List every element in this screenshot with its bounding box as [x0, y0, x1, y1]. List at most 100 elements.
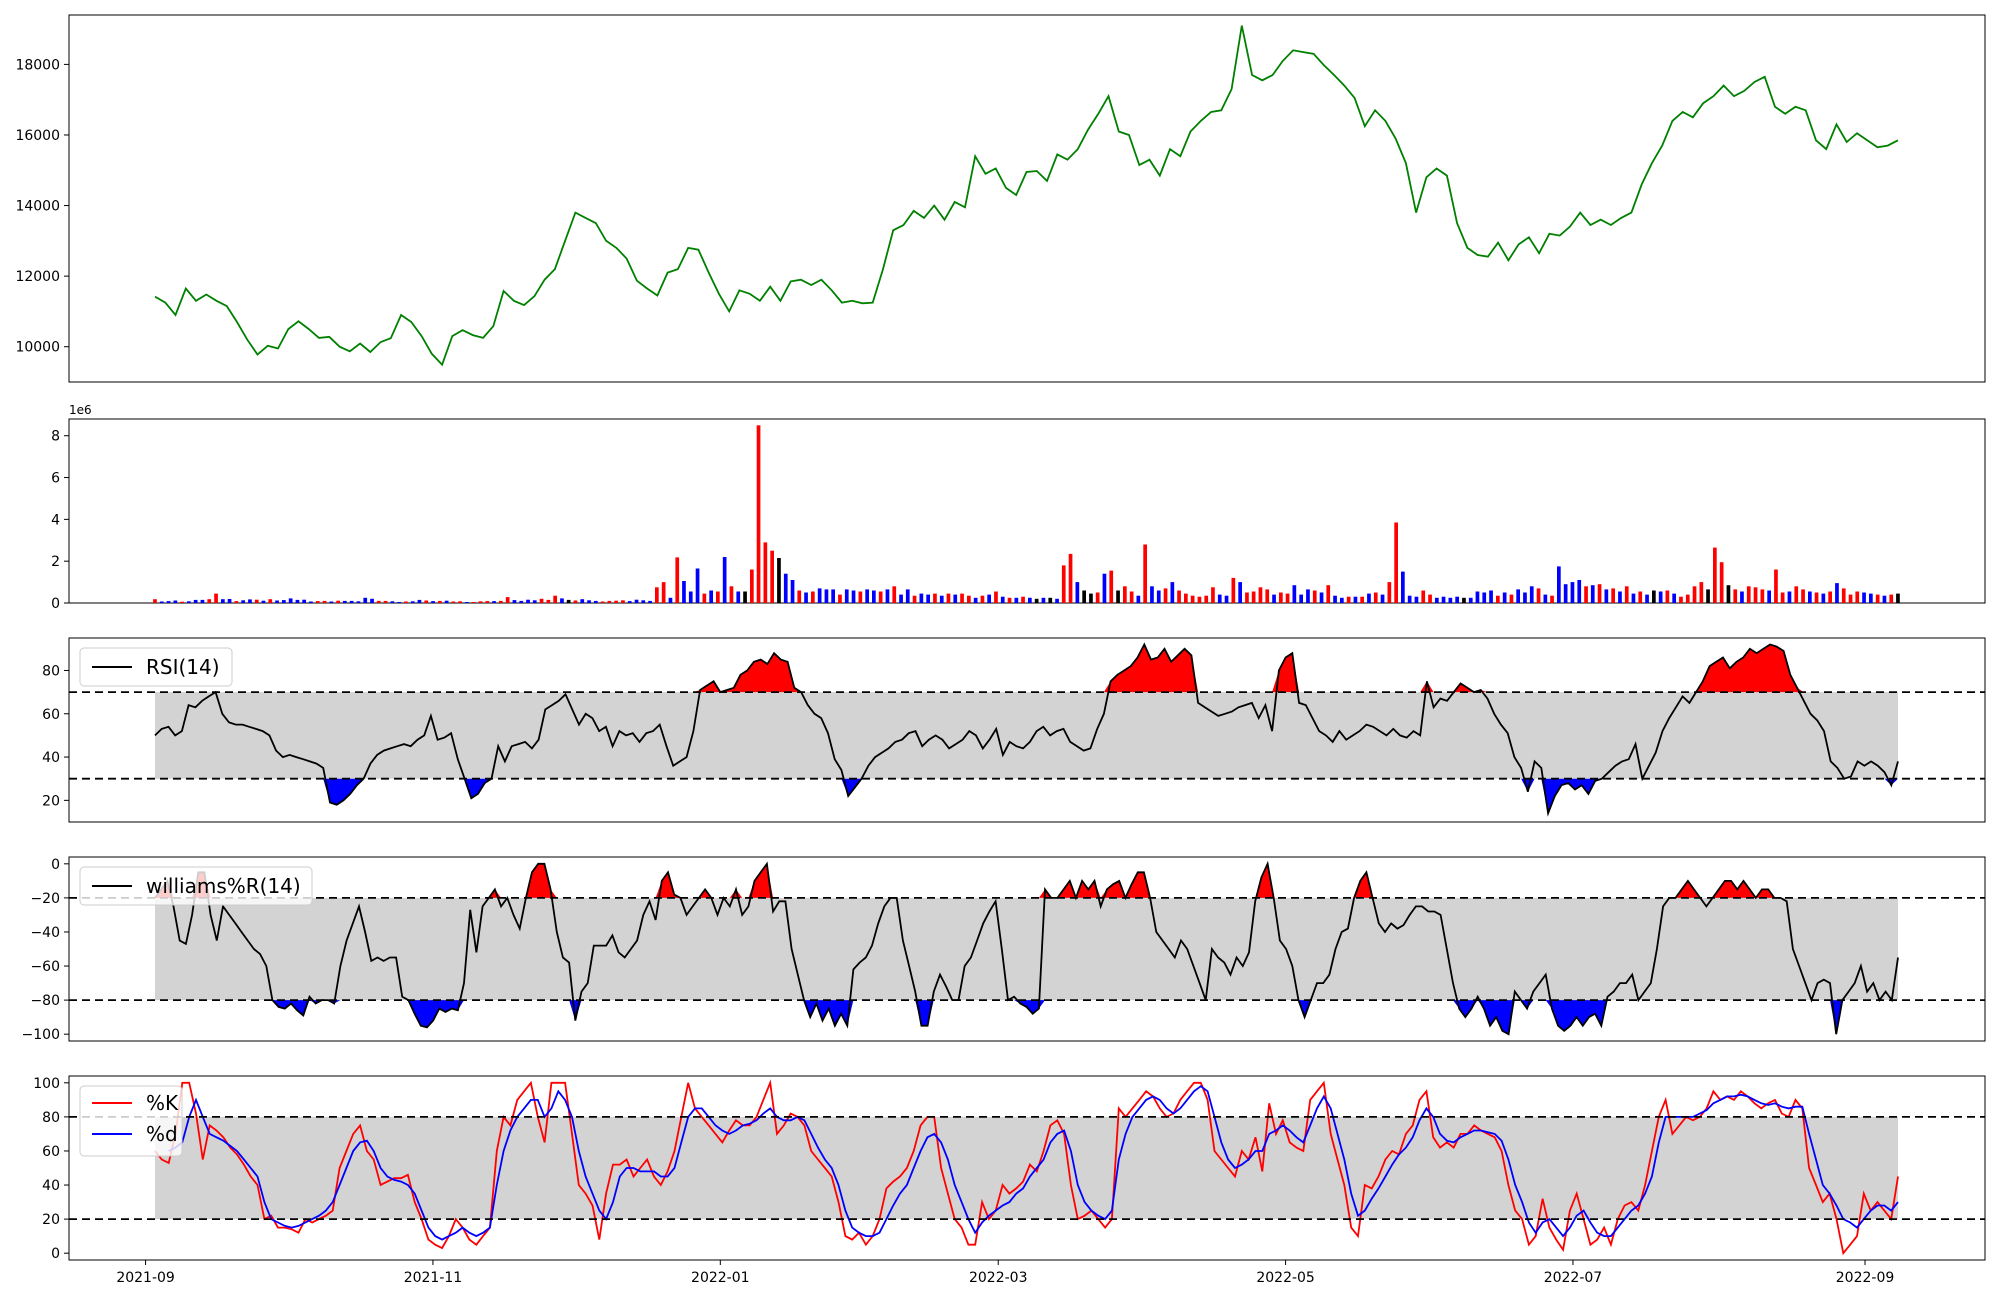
- volume-bar: [1109, 570, 1114, 603]
- volume-bar: [1753, 587, 1758, 603]
- volume-bar: [1190, 595, 1195, 603]
- williams-line: [154, 860, 1899, 1036]
- price-ytick-label: 18000: [15, 57, 60, 73]
- volume-bar: [682, 581, 686, 603]
- volume-bar: [1292, 585, 1297, 603]
- volume-bar: [1360, 596, 1364, 603]
- volume-bar: [370, 598, 374, 603]
- williams-overbought-fill: [155, 863, 1898, 898]
- x-tick-label: 2022-03: [969, 1270, 1028, 1286]
- x-tick-label: 2021-11: [404, 1270, 463, 1286]
- volume-bar: [1245, 592, 1249, 603]
- rsi-ytick-label: 40: [42, 750, 60, 766]
- stochastic-legend: %K %d: [79, 1085, 183, 1157]
- volume-bar: [675, 557, 680, 603]
- volume-bar: [268, 599, 273, 603]
- volume-bar: [695, 568, 700, 603]
- volume-bar: [1428, 594, 1432, 603]
- stochastic-plot: 0 20 40 60 80 100: [33, 1075, 1986, 1262]
- plot-frame: [68, 637, 1986, 823]
- volume-bar: [1502, 592, 1507, 603]
- volume-bar: [1733, 589, 1738, 603]
- volume-bar: [621, 600, 625, 603]
- volume-bar: [1000, 596, 1005, 603]
- stochastic-ytick-label: 20: [42, 1212, 60, 1228]
- volume-bar: [512, 600, 517, 603]
- volume-ytick-label: 2: [51, 554, 60, 570]
- volume-bar: [1265, 589, 1270, 603]
- volume-ytick-label: 4: [51, 512, 60, 528]
- volume-bar: [1638, 591, 1643, 603]
- price-line: [154, 25, 1899, 367]
- volume-bar: [1014, 597, 1019, 603]
- volume-bar: [953, 594, 958, 603]
- volume-bar: [1584, 586, 1588, 603]
- volume-bar: [1665, 590, 1670, 603]
- volume-bar: [770, 550, 774, 603]
- williams-panel: 0 −20 −40 −60 −80 −100 williams%R(14): [22, 856, 1986, 1043]
- volume-bar: [1726, 585, 1731, 603]
- volume-bar: [1136, 595, 1141, 603]
- volume-bar: [1340, 597, 1344, 603]
- price-ytick-label: 16000: [15, 128, 60, 144]
- volume-bar: [241, 600, 245, 603]
- volume-bar: [451, 601, 456, 603]
- volume-bar: [1170, 582, 1175, 603]
- volume-bar: [892, 586, 897, 603]
- volume-bar: [709, 590, 713, 603]
- volume-bar: [851, 590, 856, 603]
- volume-bar: [939, 595, 944, 603]
- volume-bar: [1740, 591, 1744, 603]
- stochastic-panel: 0 20 40 60 80 100 %K %d: [33, 1075, 1986, 1262]
- volume-bar: [383, 600, 388, 603]
- price-ytick-label: 14000: [15, 199, 60, 215]
- volume-bar: [960, 593, 964, 603]
- volume-bar: [1211, 587, 1215, 603]
- volume-bar: [967, 595, 971, 603]
- volume-bar: [1590, 585, 1595, 603]
- x-tick-label: 2022-07: [1544, 1270, 1603, 1286]
- volume-bar: [1489, 590, 1493, 603]
- williams-ytick-label: −60: [30, 959, 60, 975]
- volume-bar: [973, 597, 978, 603]
- volume-bar: [1746, 586, 1751, 603]
- rsi-legend: RSI(14): [79, 647, 233, 687]
- volume-bar: [336, 600, 340, 603]
- volume-bar: [1285, 593, 1290, 603]
- rsi-oversold-fill: [155, 778, 1898, 814]
- volume-bar: [1312, 590, 1317, 603]
- volume-bar: [1279, 592, 1283, 603]
- date-x-axis: 2021-09 2021-11 2022-01 2022-03 2022-05 2022-…: [116, 1260, 1894, 1286]
- volume-bar: [200, 599, 205, 603]
- volume-bar: [926, 594, 930, 603]
- rsi-ytick-label: 20: [42, 793, 60, 809]
- volume-bar: [580, 599, 585, 603]
- volume-bar: [905, 589, 910, 603]
- volume-bar: [607, 600, 612, 603]
- volume-bar: [1719, 562, 1724, 603]
- volume-bar: [790, 580, 795, 603]
- volume-bar: [376, 600, 381, 603]
- price-ytick-label: 12000: [15, 269, 60, 285]
- volume-bar: [1143, 544, 1147, 603]
- volume-bar: [1353, 596, 1358, 603]
- volume-bar: [1652, 590, 1656, 603]
- volume-bar: [248, 599, 252, 603]
- volume-bar: [1889, 594, 1894, 603]
- volume-bar: [1604, 589, 1609, 603]
- volume-bar: [573, 600, 578, 603]
- volume-bar: [655, 587, 659, 603]
- x-tick-label: 2022-09: [1836, 1270, 1895, 1286]
- volume-bar: [1326, 585, 1331, 603]
- volume-bar: [1163, 588, 1168, 603]
- volume-bar: [1577, 580, 1582, 603]
- volume-bar: [227, 599, 232, 603]
- volume-bar: [1272, 594, 1276, 603]
- volume-bar: [288, 598, 293, 603]
- stochastic-ytick-label: 60: [42, 1144, 60, 1160]
- volume-bar: [1373, 592, 1378, 603]
- volume-bar: [797, 590, 802, 603]
- volume-bar: [390, 601, 395, 603]
- volume-bar: [858, 591, 863, 603]
- price-plot: 10000 12000 14000 16000 18000: [15, 14, 1986, 383]
